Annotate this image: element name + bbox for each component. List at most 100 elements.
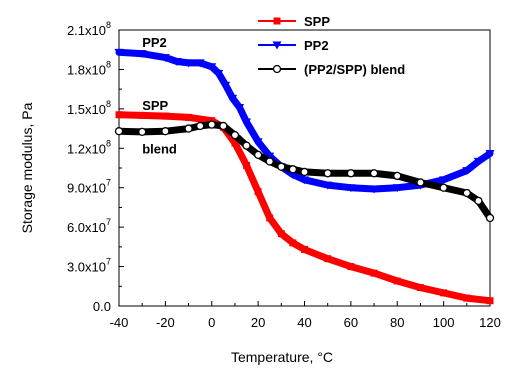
y-tick-mantissa: 9.0x10 <box>67 181 106 196</box>
data-point <box>207 63 217 72</box>
data-point <box>416 178 425 187</box>
data-point <box>185 113 193 121</box>
x-tick-label: 40 <box>297 315 311 330</box>
y-tick-mantissa: 1.5x10 <box>67 102 106 117</box>
data-point <box>346 169 356 178</box>
y-tick-exponent: 8 <box>106 20 111 30</box>
data-point <box>347 263 355 271</box>
y-axis-title: Storage modulus, Pa <box>19 102 35 233</box>
x-tick-label: 20 <box>251 315 265 330</box>
annotation-label: SPP <box>142 98 168 113</box>
data-point <box>195 59 205 68</box>
y-tick-mantissa: 3.0x10 <box>67 260 106 275</box>
data-point <box>235 104 245 113</box>
data-point <box>242 141 251 150</box>
data-point <box>369 169 379 178</box>
data-point <box>486 297 494 305</box>
legend-entry: (PP2/SPP) blend <box>258 62 405 77</box>
x-tick-label: 120 <box>479 315 501 330</box>
series-2 <box>114 120 495 223</box>
data-point <box>253 138 263 147</box>
y-tick-exponent: 7 <box>106 178 111 188</box>
data-point <box>115 111 123 119</box>
annotation-layer: PP2 SPP blend <box>142 35 177 156</box>
y-tick-label: 9.0x107 <box>67 178 111 196</box>
data-point <box>230 130 240 140</box>
series-0 <box>115 111 494 305</box>
data-point <box>221 81 231 90</box>
data-point <box>323 169 332 178</box>
y-tick-mantissa: 6.0x10 <box>67 220 106 235</box>
data-point <box>323 181 333 190</box>
y-axis: 0.03.0x1076.0x1079.0x1071.2x1081.5x1081.… <box>67 20 124 314</box>
y-tick-label: 1.5x108 <box>67 99 111 117</box>
x-tick-label: 100 <box>433 315 455 330</box>
data-point <box>196 121 205 131</box>
data-point <box>439 176 449 185</box>
data-point <box>277 162 286 171</box>
y-tick-exponent: 8 <box>106 59 111 69</box>
data-point <box>272 41 282 50</box>
data-point <box>138 127 147 137</box>
data-point <box>463 294 471 302</box>
data-point <box>114 48 124 57</box>
data-point <box>228 94 238 103</box>
data-point <box>161 112 169 120</box>
y-tick-label: 1.8x108 <box>67 59 111 77</box>
series-1 <box>114 48 495 194</box>
annotation-label: PP2 <box>142 35 167 50</box>
data-point <box>254 188 262 196</box>
data-point <box>392 184 402 193</box>
y-tick-exponent: 7 <box>106 257 111 267</box>
data-point <box>231 139 239 147</box>
legend-label: (PP2/SPP) blend <box>304 62 405 77</box>
series-layer <box>114 48 495 305</box>
data-point <box>242 118 252 127</box>
data-point <box>462 167 472 176</box>
legend-label: PP2 <box>304 38 329 53</box>
data-point <box>266 214 274 222</box>
data-point <box>440 289 448 297</box>
data-point <box>214 69 224 78</box>
legend-entry: SPP <box>258 14 330 29</box>
y-tick-label: 3.0x107 <box>67 257 111 275</box>
y-tick-exponent: 7 <box>106 217 111 227</box>
y-tick-label: 6.0x107 <box>67 217 111 235</box>
data-point <box>393 277 401 285</box>
y-tick-mantissa: 0.0 <box>93 299 111 314</box>
y-tick-label: 2.1x108 <box>67 20 111 38</box>
data-point <box>265 157 274 166</box>
annotation-label: blend <box>142 142 177 157</box>
y-tick-label: 0.0 <box>93 299 111 314</box>
y-tick-exponent: 8 <box>106 138 111 148</box>
data-point <box>265 152 275 161</box>
data-point <box>300 167 309 177</box>
data-point <box>160 54 170 63</box>
data-point <box>485 213 495 223</box>
data-point <box>172 58 182 67</box>
data-point <box>277 230 285 238</box>
data-point <box>219 121 228 131</box>
x-axis-title: Temperature, °C <box>231 349 333 365</box>
data-point <box>138 111 146 119</box>
data-point <box>439 183 448 192</box>
y-tick-mantissa: 1.2x10 <box>67 141 106 156</box>
x-tick-label: 0 <box>208 315 215 330</box>
data-point <box>473 157 483 166</box>
legend-label: SPP <box>304 14 330 29</box>
data-point <box>416 284 424 292</box>
data-point <box>272 64 282 74</box>
y-tick-label: 1.2x108 <box>67 138 111 156</box>
data-point <box>485 150 495 159</box>
data-point <box>273 17 281 25</box>
data-point <box>207 120 216 129</box>
data-point <box>288 165 298 174</box>
data-point <box>346 184 356 193</box>
data-point <box>114 127 124 136</box>
data-point <box>137 50 147 59</box>
data-point <box>253 150 263 160</box>
data-point <box>474 196 483 206</box>
y-tick-mantissa: 2.1x10 <box>67 23 106 38</box>
data-point <box>300 176 309 185</box>
